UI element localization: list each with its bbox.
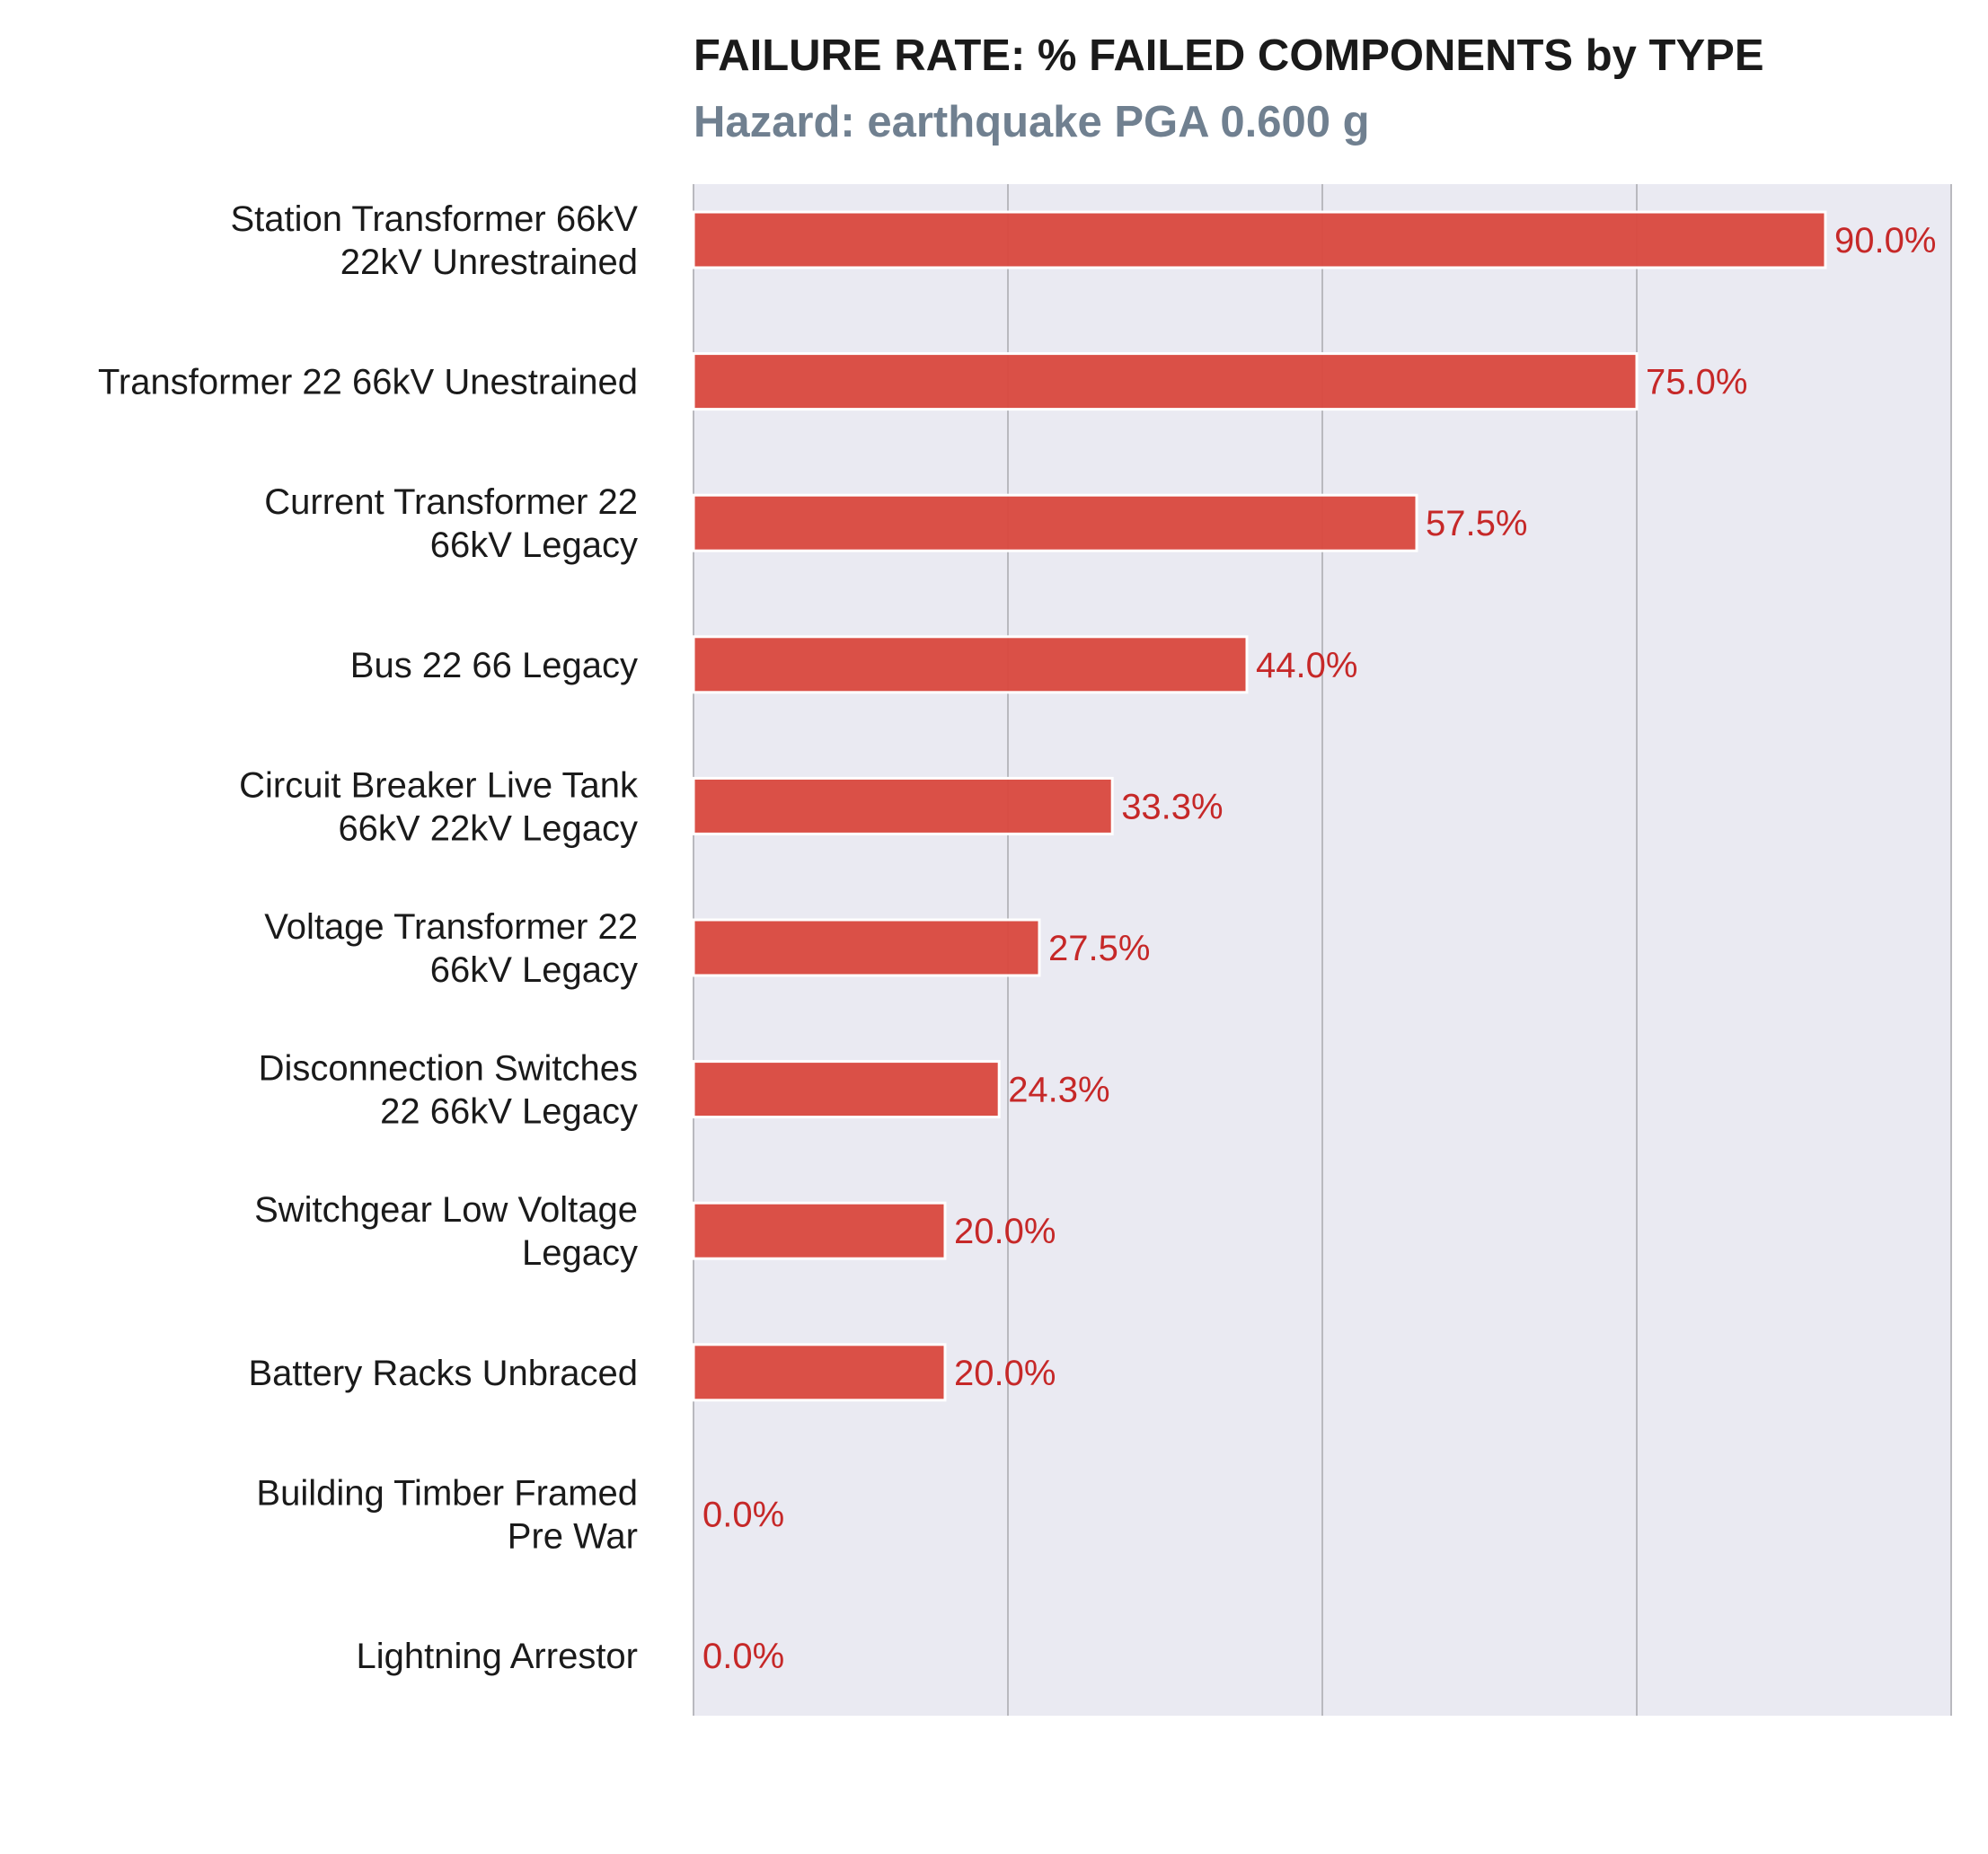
bar-5 bbox=[692, 918, 1041, 977]
value-label-2: 57.5% bbox=[1426, 504, 1527, 543]
bar-6 bbox=[692, 1060, 1001, 1119]
value-label-10: 0.0% bbox=[702, 1637, 784, 1676]
category-label-7-line-0: Switchgear Low Voltage bbox=[254, 1190, 638, 1230]
chart-title: FAILURE RATE: % FAILED COMPONENTS by TYP… bbox=[694, 31, 1764, 80]
chart-subtitle: Hazard: earthquake PGA 0.600 g bbox=[694, 98, 1370, 146]
value-label-1: 75.0% bbox=[1646, 363, 1747, 402]
bar-7 bbox=[692, 1201, 947, 1260]
category-label-4-line-0: Circuit Breaker Live Tank bbox=[239, 765, 639, 805]
bar-0 bbox=[692, 210, 1827, 269]
value-label-0: 90.0% bbox=[1834, 221, 1936, 260]
category-label-8: Battery Racks Unbraced bbox=[248, 1354, 638, 1393]
category-label-9-line-0: Building Timber Framed bbox=[256, 1473, 638, 1513]
category-label-3: Bus 22 66 Legacy bbox=[350, 646, 638, 685]
category-label-5-line-1: 66kV Legacy bbox=[430, 950, 638, 990]
category-label-10: Lightning Arrestor bbox=[356, 1637, 638, 1676]
value-label-9: 0.0% bbox=[702, 1495, 784, 1534]
bar-4 bbox=[692, 776, 1114, 835]
value-label-8: 20.0% bbox=[954, 1354, 1056, 1393]
value-label-6: 24.3% bbox=[1008, 1071, 1109, 1110]
value-label-4: 33.3% bbox=[1121, 787, 1223, 826]
bars bbox=[692, 210, 1827, 1402]
category-label-5-line-0: Voltage Transformer 22 bbox=[264, 907, 638, 947]
bar-1 bbox=[692, 352, 1639, 411]
value-label-3: 44.0% bbox=[1256, 646, 1357, 685]
category-label-2-line-1: 66kV Legacy bbox=[430, 525, 638, 565]
category-label-1: Transformer 22 66kV Unestrained bbox=[98, 363, 638, 402]
category-label-0-line-0: Station Transformer 66kV bbox=[230, 199, 638, 239]
value-label-7: 20.0% bbox=[954, 1212, 1056, 1251]
category-label-6-line-0: Disconnection Switches bbox=[259, 1049, 638, 1089]
category-label-4-line-1: 66kV 22kV Legacy bbox=[338, 808, 638, 848]
category-label-0-line-1: 22kV Unrestrained bbox=[340, 243, 638, 282]
category-label-9-line-1: Pre War bbox=[508, 1516, 638, 1556]
bar-2 bbox=[692, 493, 1418, 552]
bar-8 bbox=[692, 1343, 947, 1402]
category-label-2-line-0: Current Transformer 22 bbox=[264, 482, 638, 522]
bar-3 bbox=[692, 635, 1249, 694]
category-label-6-line-1: 22 66kV Legacy bbox=[380, 1092, 638, 1132]
value-labels: 90.0% 75.0% 57.5% 44.0% 33.3% 27.5% 24.3% 20.0%… bbox=[702, 221, 1936, 1676]
category-labels: Station Transformer 66kV 22kV Unrestraine… bbox=[98, 199, 639, 1676]
value-label-5: 27.5% bbox=[1048, 929, 1150, 968]
category-label-7-line-1: Legacy bbox=[522, 1233, 638, 1273]
